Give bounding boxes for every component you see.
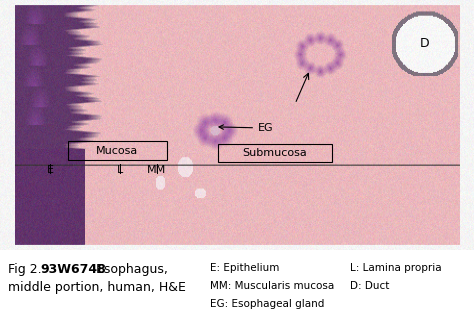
Text: L: Lamina propria: L: Lamina propria	[350, 263, 442, 273]
Text: EG: Esophageal gland: EG: Esophageal gland	[210, 299, 324, 309]
Text: E: E	[46, 164, 54, 175]
Text: D: Duct: D: Duct	[350, 281, 389, 291]
Text: middle portion, human, H&E: middle portion, human, H&E	[8, 281, 186, 294]
Text: Submucosa: Submucosa	[243, 148, 307, 158]
Text: E: Epithelium: E: Epithelium	[210, 263, 279, 273]
Text: MM: MM	[147, 164, 167, 175]
Text: EG: EG	[219, 123, 273, 133]
Bar	[218, 143, 332, 162]
Text: Mucosa: Mucosa	[96, 146, 138, 156]
Text: D: D	[420, 37, 430, 50]
Bar	[68, 141, 167, 160]
Text: Fig 2.: Fig 2.	[8, 263, 46, 276]
Text: L: L	[117, 164, 123, 175]
Text: MM: Muscularis mucosa: MM: Muscularis mucosa	[210, 281, 334, 291]
Text: 93W6748: 93W6748	[40, 263, 106, 276]
Text: Esophagus,: Esophagus,	[92, 263, 168, 276]
